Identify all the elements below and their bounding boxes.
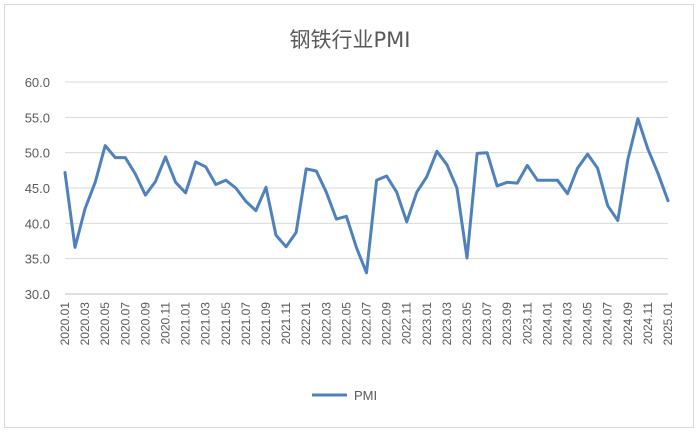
legend-label-pmi: PMI	[354, 388, 377, 403]
series-line-pmi	[63, 117, 670, 275]
series-layer	[63, 117, 670, 275]
x-tick-label: 2021.07	[239, 302, 253, 346]
gridlines	[65, 81, 668, 295]
x-tick-label: 2020.11	[159, 302, 173, 345]
chart-area	[4, 4, 694, 428]
x-tick-label: 2024.11	[641, 302, 655, 345]
x-tick-label: 2024.07	[601, 302, 615, 346]
y-tick-label: 50.0	[25, 146, 50, 161]
y-tick-label: 55.0	[25, 110, 50, 125]
x-tick-label: 2024.09	[621, 302, 635, 346]
x-tick-label: 2022.09	[380, 302, 394, 346]
x-tick-label: 2022.03	[319, 302, 333, 346]
x-tick-label: 2021.01	[179, 302, 193, 346]
x-tick-label: 2022.11	[400, 302, 414, 345]
x-tick-label: 2023.11	[520, 302, 534, 345]
y-tick-label: 45.0	[25, 181, 50, 196]
x-tick-label: 2024.03	[561, 302, 575, 346]
x-tick-label: 2020.09	[138, 302, 152, 346]
y-tick-label: 60.0	[25, 75, 50, 90]
x-tick-label: 2020.07	[118, 302, 132, 346]
x-tick-label: 2021.03	[199, 302, 213, 346]
x-tick-label: 2020.03	[78, 302, 92, 346]
chart-title: 钢铁行业PMI	[290, 28, 411, 52]
x-tick-label: 2024.01	[540, 302, 554, 346]
x-tick-label: 2021.05	[219, 302, 233, 346]
x-tick-label: 2025.01	[661, 302, 675, 346]
legend: PMI	[312, 388, 377, 403]
y-tick-label: 40.0	[25, 216, 50, 231]
x-tick-label: 2021.09	[259, 302, 273, 346]
x-tick-label: 2022.07	[360, 302, 374, 346]
x-tick-label: 2020.05	[98, 302, 112, 346]
x-tick-label: 2023.09	[500, 302, 514, 346]
x-tick-label: 2024.05	[581, 302, 595, 346]
x-tick-label: 2023.07	[480, 302, 494, 346]
x-tick-label: 2020.01	[58, 302, 72, 346]
x-tick-label: 2023.03	[440, 302, 454, 346]
x-tick-label: 2023.05	[460, 302, 474, 346]
x-axis-ticks: 2020.01 2020.03 2020.05 2020.07 2020.09 2020.…	[58, 302, 675, 346]
x-tick-label: 2022.01	[299, 302, 313, 346]
x-tick-label: 2023.01	[420, 302, 434, 346]
x-tick-label: 2021.11	[279, 302, 293, 345]
y-tick-label: 35.0	[25, 252, 50, 267]
y-axis-ticks: 30.0 35.0 40.0 45.0 50.0 55.0 60.0	[25, 75, 50, 302]
x-tick-label: 2022.05	[339, 302, 353, 346]
y-tick-label: 30.0	[25, 287, 50, 302]
